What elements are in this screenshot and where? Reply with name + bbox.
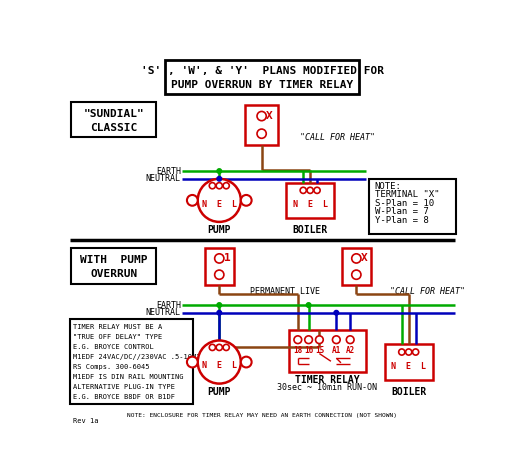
Text: NEUTRAL: NEUTRAL (146, 174, 181, 183)
Bar (286, 183, 334, 218)
Text: PERMANENT LIVE: PERMANENT LIVE (250, 288, 319, 297)
Bar (72, 102, 156, 137)
Text: TIMER RELAY MUST BE A: TIMER RELAY MUST BE A (73, 324, 162, 330)
Circle shape (216, 183, 222, 189)
Circle shape (307, 187, 313, 193)
Text: X: X (360, 253, 368, 263)
Circle shape (406, 349, 412, 355)
Bar (289, 330, 366, 372)
Text: NEUTRAL: NEUTRAL (146, 308, 181, 317)
Circle shape (241, 195, 251, 206)
Circle shape (305, 336, 312, 344)
Text: BOILER: BOILER (391, 387, 426, 397)
Text: "CALL FOR HEAT": "CALL FOR HEAT" (300, 133, 375, 142)
Text: A1: A1 (332, 346, 341, 355)
Text: PUMP: PUMP (207, 387, 231, 397)
Circle shape (215, 270, 224, 279)
Text: E.G. BROYCE B8DF OR B1DF: E.G. BROYCE B8DF OR B1DF (73, 395, 175, 400)
Text: NOTE:: NOTE: (375, 182, 402, 191)
Text: M1EDF IS DIN RAIL MOUNTING: M1EDF IS DIN RAIL MOUNTING (73, 375, 183, 380)
Bar (165, 60, 359, 94)
Text: PUMP OVERRUN BY TIMER RELAY: PUMP OVERRUN BY TIMER RELAY (172, 80, 353, 90)
Circle shape (187, 195, 198, 206)
Circle shape (306, 303, 311, 307)
Circle shape (217, 310, 222, 315)
Circle shape (413, 349, 419, 355)
Text: Y-Plan = 8: Y-Plan = 8 (375, 216, 429, 225)
Text: A2: A2 (346, 346, 355, 355)
Text: 15: 15 (315, 346, 324, 355)
Text: ALTERNATIVE PLUG-IN TYPE: ALTERNATIVE PLUG-IN TYPE (73, 385, 175, 390)
Circle shape (300, 187, 306, 193)
Circle shape (198, 340, 241, 384)
Text: OVERRUN: OVERRUN (90, 269, 137, 279)
Circle shape (215, 254, 224, 263)
Bar (70, 319, 193, 404)
Text: BOILER: BOILER (292, 225, 328, 235)
Text: 16: 16 (304, 346, 313, 355)
Text: S-Plan = 10: S-Plan = 10 (375, 199, 434, 208)
Circle shape (332, 336, 340, 344)
Text: "TRUE OFF DELAY" TYPE: "TRUE OFF DELAY" TYPE (73, 335, 162, 340)
Text: N  E  L: N E L (293, 200, 328, 209)
Text: N  E  L: N E L (391, 362, 426, 371)
Text: W-Plan = 7: W-Plan = 7 (375, 208, 429, 217)
Circle shape (241, 357, 251, 367)
Text: TIMER RELAY: TIMER RELAY (295, 375, 359, 385)
Text: TERMINAL "X": TERMINAL "X" (375, 190, 439, 199)
Circle shape (217, 177, 222, 181)
Circle shape (223, 183, 229, 189)
Text: X: X (266, 111, 273, 121)
Text: Rev 1a: Rev 1a (73, 417, 98, 424)
Circle shape (399, 349, 405, 355)
Text: 30sec ~ 10min RUN-ON: 30sec ~ 10min RUN-ON (277, 383, 377, 392)
Text: "CALL FOR HEAT": "CALL FOR HEAT" (390, 288, 465, 297)
Text: N  E  L: N E L (202, 200, 237, 208)
Text: N  E  L: N E L (202, 361, 237, 370)
Circle shape (334, 310, 338, 315)
Circle shape (294, 336, 302, 344)
Circle shape (187, 357, 198, 367)
Text: EARTH: EARTH (156, 300, 181, 309)
Text: 'S' , 'W', & 'Y'  PLANS MODIFIED FOR: 'S' , 'W', & 'Y' PLANS MODIFIED FOR (141, 66, 384, 76)
Circle shape (352, 270, 361, 279)
Circle shape (217, 169, 222, 173)
Circle shape (209, 344, 216, 350)
Circle shape (223, 344, 229, 350)
Text: RS Comps. 300-6045: RS Comps. 300-6045 (73, 365, 150, 370)
Circle shape (346, 336, 354, 344)
Circle shape (257, 129, 266, 139)
Bar (72, 248, 156, 284)
Circle shape (314, 187, 320, 193)
Text: NOTE: ENCLOSURE FOR TIMER RELAY MAY NEED AN EARTH CONNECTION (NOT SHOWN): NOTE: ENCLOSURE FOR TIMER RELAY MAY NEED… (127, 413, 397, 417)
Circle shape (216, 344, 222, 350)
Circle shape (352, 254, 361, 263)
Text: PUMP: PUMP (207, 225, 231, 235)
Circle shape (217, 303, 222, 307)
Circle shape (257, 111, 266, 121)
Bar (205, 248, 234, 285)
Bar (385, 344, 433, 380)
Circle shape (198, 179, 241, 222)
Circle shape (315, 336, 323, 344)
Bar (342, 248, 371, 285)
Text: EARTH: EARTH (156, 167, 181, 176)
Text: "SUNDIAL": "SUNDIAL" (83, 109, 144, 119)
Text: M1EDF 24VAC/DC//230VAC .5-10MI: M1EDF 24VAC/DC//230VAC .5-10MI (73, 355, 201, 360)
Bar (245, 105, 278, 145)
Text: WITH  PUMP: WITH PUMP (80, 256, 147, 266)
Text: E.G. BROYCE CONTROL: E.G. BROYCE CONTROL (73, 345, 154, 350)
Bar (370, 179, 456, 234)
Text: 1: 1 (224, 253, 230, 263)
Circle shape (209, 183, 216, 189)
Text: CLASSIC: CLASSIC (90, 123, 137, 133)
Text: 18: 18 (293, 346, 303, 355)
